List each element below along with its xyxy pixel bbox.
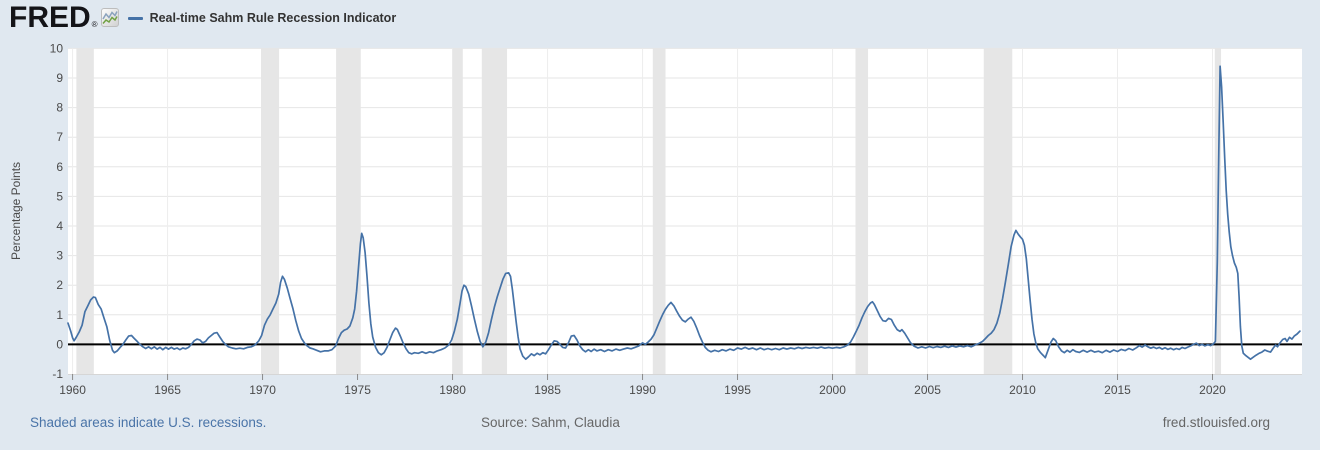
y-tick-label: 5 xyxy=(56,189,63,203)
recession-band xyxy=(336,48,361,375)
fred-logo[interactable]: FRED ® xyxy=(9,1,119,34)
recession-note-link[interactable]: Shaded areas indicate U.S. recessions. xyxy=(30,415,267,430)
site-text: fred.stlouisfed.org xyxy=(1162,415,1270,430)
x-tick-label: 2010 xyxy=(1009,383,1036,397)
x-tick-label: 1960 xyxy=(59,383,86,397)
y-tick-label: 1 xyxy=(56,308,63,322)
series-line[interactable] xyxy=(67,65,1301,361)
y-tick-label: 6 xyxy=(56,160,63,174)
x-tick-label: 1990 xyxy=(629,383,656,397)
x-tick-label: 2020 xyxy=(1199,383,1226,397)
legend-item[interactable]: Real-time Sahm Rule Recession Indicator xyxy=(127,11,397,25)
x-tick-label: 2000 xyxy=(819,383,846,397)
legend-label: Real-time Sahm Rule Recession Indicator xyxy=(149,11,397,25)
recession-band xyxy=(452,48,463,375)
x-tick-label: 2005 xyxy=(914,383,941,397)
x-tick-label: 2015 xyxy=(1104,383,1131,397)
recession-band xyxy=(855,48,869,375)
y-tick-label: 7 xyxy=(56,130,63,144)
y-tick-label: 4 xyxy=(56,219,63,233)
y-tick-label: 10 xyxy=(50,41,64,55)
x-tick-label: 1975 xyxy=(344,383,371,397)
fred-wordmark: FRED xyxy=(9,1,91,34)
y-tick-label: 9 xyxy=(56,71,63,85)
header: FRED ® Real-time Sahm Rule Recession Ind… xyxy=(9,1,397,34)
recession-band xyxy=(261,48,280,375)
x-tick-label: 1965 xyxy=(154,383,181,397)
x-tick-label: 1985 xyxy=(534,383,561,397)
legend-line-marker xyxy=(127,16,143,20)
line-chart-icon xyxy=(100,8,119,27)
source-text: Source: Sahm, Claudia xyxy=(481,415,620,430)
y-tick-label: 3 xyxy=(56,249,63,263)
x-tick-label: 1970 xyxy=(249,383,276,397)
registered-trademark-symbol: ® xyxy=(91,20,98,29)
recession-band xyxy=(76,48,94,375)
recession-band xyxy=(983,48,1013,375)
y-tick-label: 0 xyxy=(56,337,63,351)
y-tick-label: 8 xyxy=(56,101,63,115)
y-axis-title: Percentage Points xyxy=(9,162,23,260)
x-tick-label: 1995 xyxy=(724,383,751,397)
recession-band xyxy=(652,48,666,375)
recession-band xyxy=(481,48,508,375)
y-tick-label: 2 xyxy=(56,278,63,292)
x-tick-label: 1980 xyxy=(439,383,466,397)
y-tick-label: -1 xyxy=(52,367,63,381)
plot-area[interactable] xyxy=(68,48,1302,375)
